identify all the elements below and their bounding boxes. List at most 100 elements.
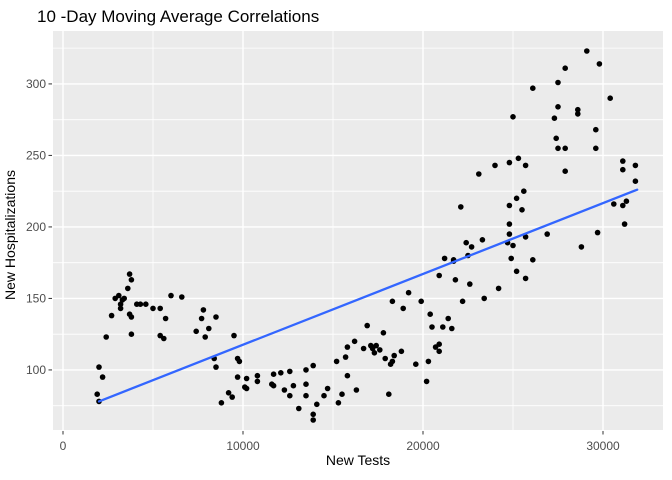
data-point <box>254 378 261 385</box>
data-point <box>459 298 466 305</box>
data-point <box>108 312 115 319</box>
data-point <box>344 344 351 350</box>
data-point <box>310 411 317 418</box>
data-point <box>584 48 590 54</box>
data-point <box>236 358 243 365</box>
data-point <box>620 158 626 164</box>
data-point <box>423 378 430 385</box>
data-point <box>168 292 174 299</box>
data-point <box>508 255 514 262</box>
data-point <box>287 368 293 375</box>
data-point <box>467 281 473 287</box>
data-point <box>495 285 502 292</box>
data-point <box>303 367 309 373</box>
data-point <box>513 195 520 202</box>
data-point <box>632 178 639 184</box>
data-point <box>481 295 488 302</box>
data-point <box>371 350 378 356</box>
data-point <box>157 305 163 312</box>
data-point <box>513 268 520 275</box>
data-point <box>373 342 380 349</box>
x-tick-label: 20000 <box>406 439 440 453</box>
data-point <box>314 401 320 408</box>
data-point <box>400 305 407 312</box>
data-point <box>344 372 351 379</box>
data-point <box>128 277 135 283</box>
data-point <box>596 61 603 67</box>
data-point <box>458 204 464 210</box>
y-tick-label: 200 <box>26 220 46 234</box>
data-point <box>310 417 317 423</box>
data-point <box>143 301 149 308</box>
data-point <box>436 341 443 348</box>
data-point <box>551 115 558 121</box>
data-point <box>389 358 396 365</box>
data-point <box>281 387 288 393</box>
data-point <box>126 271 133 277</box>
data-point <box>575 106 581 113</box>
data-point <box>463 239 470 246</box>
data-point <box>611 201 617 207</box>
data-point <box>506 221 513 227</box>
data-point <box>229 394 235 400</box>
data-point <box>440 324 446 330</box>
data-point <box>351 338 358 345</box>
chart-title: 10 -Day Moving Average Correlations <box>37 7 319 26</box>
data-point <box>296 405 302 412</box>
data-point <box>213 364 219 370</box>
data-point <box>620 166 626 173</box>
plot-panel <box>53 31 663 430</box>
data-point <box>137 301 144 308</box>
trend-line <box>97 188 639 403</box>
data-point <box>522 162 529 169</box>
data-point <box>593 126 599 133</box>
y-tick-label: 150 <box>26 291 46 305</box>
grid-minor-layer <box>53 31 663 430</box>
data-point <box>324 385 331 392</box>
data-point <box>575 111 581 117</box>
data-point <box>382 355 389 362</box>
data-point <box>206 325 212 332</box>
data-point <box>607 95 613 101</box>
data-point <box>620 202 626 209</box>
data-point <box>377 347 383 353</box>
x-tick-label: 30000 <box>586 439 620 453</box>
data-point <box>452 277 459 283</box>
x-axis-title: New Tests <box>326 452 390 468</box>
data-point <box>418 298 425 305</box>
data-point <box>468 244 475 250</box>
data-point <box>290 382 297 389</box>
data-point <box>150 305 156 312</box>
data-point <box>445 315 452 322</box>
data-point <box>321 392 327 399</box>
data-point <box>530 257 536 263</box>
data-point <box>310 362 317 369</box>
x-tick-label: 0 <box>60 439 67 453</box>
data-point <box>515 155 522 162</box>
data-point <box>198 315 205 322</box>
data-point <box>544 231 550 237</box>
data-point <box>213 314 219 320</box>
data-point <box>429 324 435 330</box>
data-point <box>218 400 225 406</box>
data-point <box>243 385 250 392</box>
data-point <box>380 330 387 336</box>
data-point <box>231 332 237 339</box>
data-point <box>479 237 486 243</box>
panel-layer <box>53 31 663 430</box>
data-point <box>94 391 100 398</box>
data-point <box>333 358 340 365</box>
data-point <box>555 145 561 152</box>
data-point <box>593 145 599 152</box>
data-point <box>555 79 561 86</box>
data-point <box>193 328 199 335</box>
y-tick-label: 100 <box>26 363 46 377</box>
data-point <box>270 382 277 389</box>
data-point <box>413 361 419 368</box>
data-point <box>202 334 208 340</box>
data-point <box>128 331 135 338</box>
data-point <box>492 162 498 169</box>
data-point <box>103 334 109 340</box>
x-tick-label: 10000 <box>226 439 260 453</box>
